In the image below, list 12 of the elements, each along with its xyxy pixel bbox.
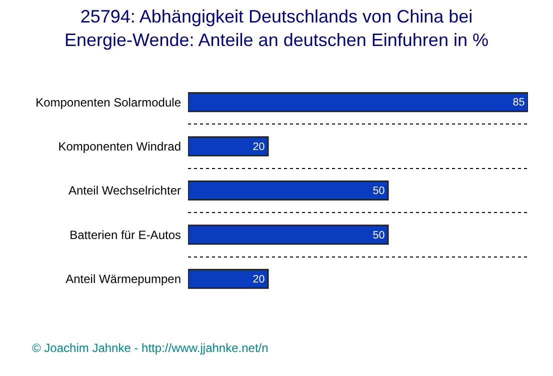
data-label: 85 bbox=[512, 96, 525, 109]
chart-title: 25794: Abhängigkeit Deutschlands von China bei Energie-Wende: Anteile an deutschen Einfuhren in % bbox=[64, 6, 488, 50]
y-tick-label: Komponenten Windrad bbox=[58, 140, 181, 154]
data-label: 20 bbox=[252, 273, 265, 286]
data-label: 20 bbox=[252, 140, 265, 153]
data-label: 50 bbox=[372, 229, 385, 242]
y-tick-label: Batterien für E-Autos bbox=[70, 228, 181, 242]
text: © Joachim Jahnke - http://www.jjahnke.net/n bbox=[32, 341, 268, 355]
y-tick-label: Anteil Wärmepumpen bbox=[66, 272, 181, 286]
y-tick-label: Anteil Wechselrichter bbox=[68, 184, 181, 198]
y-tick-label: Komponenten Solarmodule bbox=[36, 95, 182, 110]
data-label: 50 bbox=[372, 185, 385, 198]
